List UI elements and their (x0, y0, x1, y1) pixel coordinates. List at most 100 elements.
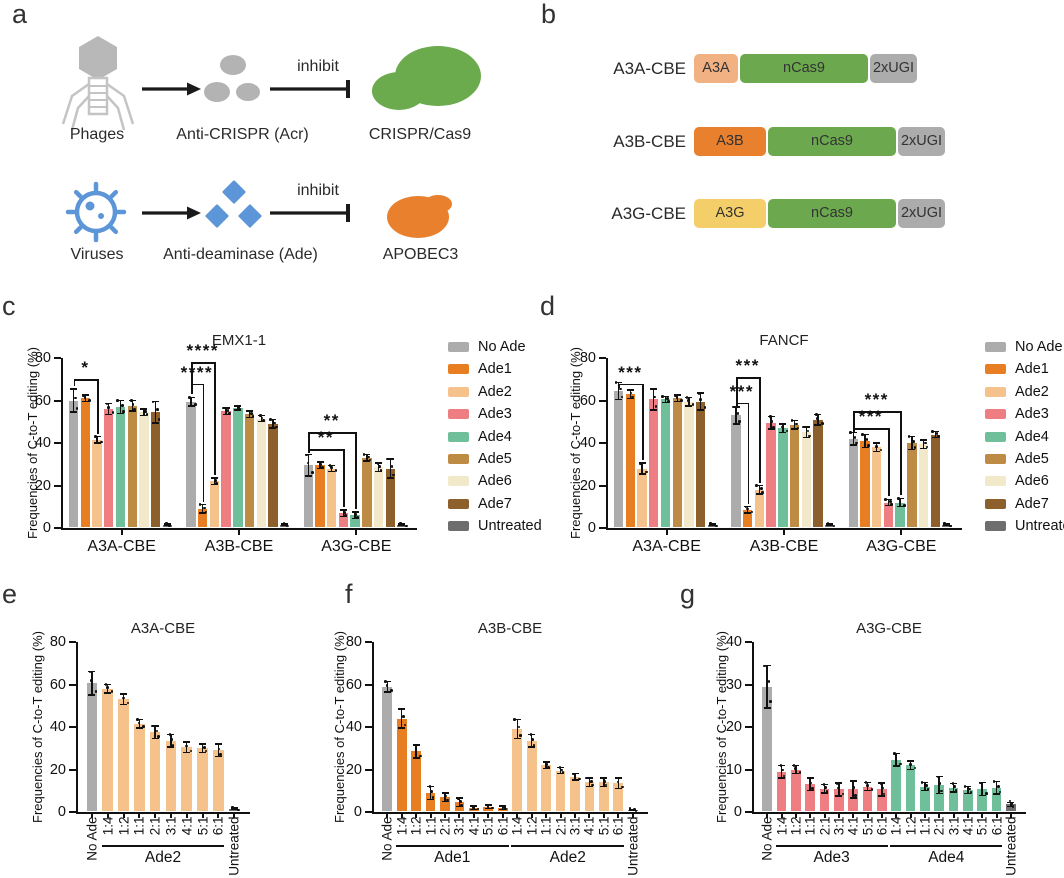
data-point-dot (954, 789, 958, 792)
legend-label: Ade3 (1015, 406, 1049, 423)
error-bar (938, 776, 940, 794)
data-point-dot (428, 785, 432, 788)
domain-block-a3a: A3A (694, 54, 738, 83)
error-bar-cap (135, 727, 143, 729)
bar (186, 401, 196, 527)
bar (115, 406, 126, 527)
data-point-dot (942, 521, 946, 525)
data-point-dot (601, 776, 605, 780)
data-point-dot (779, 422, 783, 426)
bar (526, 740, 537, 811)
error-bar-cap (183, 751, 191, 754)
data-point-dot (245, 409, 249, 413)
y-tick-label: 40 (34, 435, 51, 451)
x-category-label: A3B-CBE (749, 538, 819, 555)
error-bar-cap (864, 781, 871, 783)
significance-bracket (214, 362, 216, 476)
error-bar-cap (484, 807, 492, 810)
data-point-dot (189, 399, 193, 402)
y-axis-tick (365, 683, 372, 686)
data-point-dot (94, 690, 98, 693)
construct-name: A3B-CBE (613, 132, 686, 151)
bar (918, 444, 929, 527)
x-tick-label: No Ade (759, 816, 775, 861)
data-point-dot (924, 441, 927, 445)
error-bar-cap (861, 433, 869, 436)
x-axis-tick (923, 814, 926, 818)
error-bar-cap (499, 805, 507, 807)
error-bar-cap (892, 752, 900, 755)
data-point-dot (822, 783, 826, 786)
significance-bracket (73, 379, 98, 381)
data-point-dot (460, 804, 464, 807)
x-axis-tick (233, 814, 236, 818)
significance-bracket (853, 411, 901, 413)
data-point-dot (763, 664, 766, 668)
error-bar (400, 708, 403, 729)
error-bar-cap (571, 773, 579, 775)
error-bar-cap (167, 746, 175, 748)
y-axis-line (61, 358, 63, 528)
data-point-dot (814, 413, 818, 416)
data-point-dot (937, 435, 940, 438)
data-point-dot (203, 506, 206, 510)
data-point-dot (589, 779, 593, 783)
y-tick-label: 40 (345, 719, 362, 735)
apobec3-blob-icon (382, 188, 460, 245)
error-bar (838, 783, 840, 796)
data-point-dot (165, 521, 168, 525)
x-category-label: A3B-CBE (204, 538, 274, 555)
domain-block-2xugi: 2xUGI (870, 54, 917, 83)
legend-swatch (985, 342, 1006, 352)
data-point-dot (168, 524, 171, 528)
error-bar-cap (187, 405, 195, 407)
error-bar (864, 434, 866, 448)
x-group-underline (890, 845, 1003, 847)
error-bar-cap (629, 808, 637, 810)
data-point-dot (620, 395, 624, 399)
data-point-dot (710, 523, 714, 526)
x-axis-tick (559, 814, 562, 818)
legend-label: No Ade (478, 339, 526, 355)
x-axis-tick (487, 814, 490, 818)
y-tick-label: 20 (725, 719, 742, 735)
data-point-dot (795, 422, 798, 426)
data-point-dot (330, 466, 333, 470)
bar (905, 765, 916, 811)
error-bar-cap (304, 475, 312, 477)
error-bar-cap (363, 460, 371, 462)
data-point-dot (238, 408, 242, 411)
error-bar-cap (93, 442, 101, 444)
bar (907, 443, 917, 527)
legend-label: Ade2 (478, 383, 512, 400)
error-bar-cap (1007, 801, 1015, 803)
data-point-dot (305, 453, 308, 457)
error-bar-cap (104, 692, 112, 694)
data-point-dot (321, 466, 324, 469)
significance-label: * (81, 358, 90, 378)
data-point-dot (226, 409, 230, 412)
data-point-dot (503, 806, 506, 809)
data-point-dot (379, 469, 383, 472)
y-axis-line (372, 642, 374, 812)
data-point-dot (969, 790, 973, 794)
error-bar-cap (755, 484, 763, 487)
data-point-dot (130, 399, 133, 402)
data-point-dot (938, 781, 942, 785)
error-bar (122, 694, 125, 705)
error-bar-cap (802, 436, 810, 439)
data-point-dot (100, 440, 103, 444)
error-bar-cap (246, 416, 254, 419)
bar (743, 509, 753, 527)
error-bar-cap (978, 794, 986, 797)
significance-label: **** (180, 362, 214, 382)
bar (778, 428, 788, 527)
data-point-dot (532, 743, 536, 747)
legend-label: Untreated (478, 518, 542, 535)
arrow-icon (140, 80, 202, 103)
bar (754, 489, 765, 527)
bar (197, 748, 208, 811)
data-point-dot (151, 724, 154, 728)
x-tick-label: Untreated (226, 816, 242, 876)
data-point-dot (188, 396, 191, 399)
